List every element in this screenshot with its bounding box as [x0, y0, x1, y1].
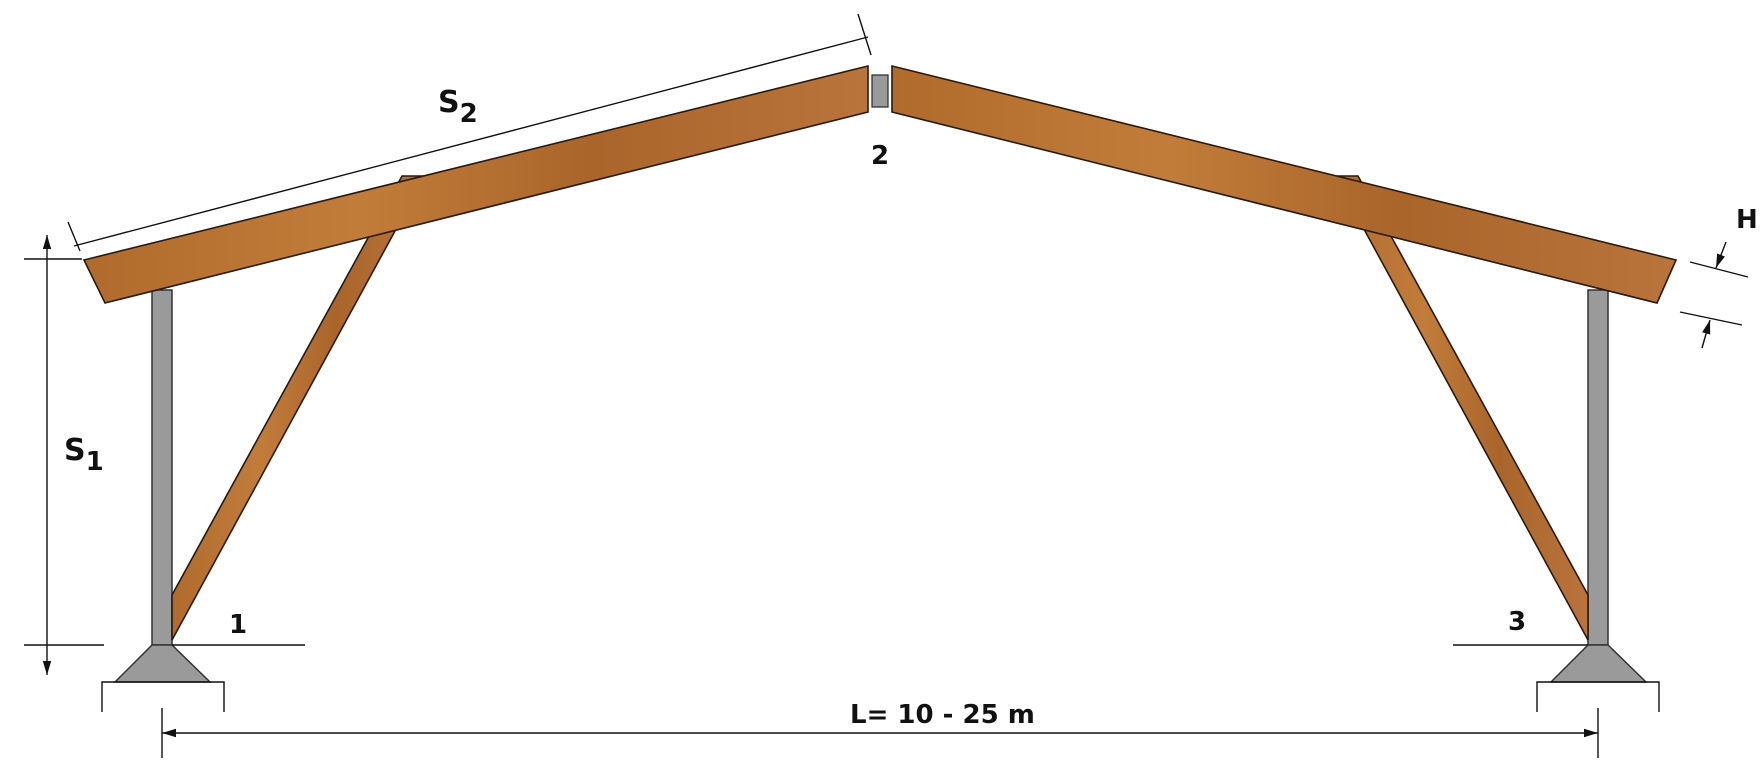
right-rafter — [891, 64, 1678, 304]
h-arrow-bottom — [1701, 319, 1711, 349]
node1-label: 1 — [229, 610, 247, 640]
node2-label: 2 — [871, 141, 889, 171]
right-foundation-outline — [1536, 681, 1660, 712]
s1-label: S1 — [64, 433, 104, 477]
span-label: L= 10 - 25 m — [850, 700, 1035, 730]
ridge-steel-connector — [871, 74, 889, 108]
s2-extension-right — [857, 13, 872, 56]
h-label: H — [1736, 205, 1758, 235]
s2-label: S2 — [438, 85, 478, 129]
s2-dimension-line — [73, 36, 869, 247]
right-column-base — [1549, 644, 1648, 683]
right-steel-column — [1587, 289, 1609, 646]
h-extension-bottom — [1679, 311, 1743, 326]
left-column-base — [113, 644, 212, 683]
node3-label: 3 — [1508, 607, 1526, 637]
left-foundation-outline — [101, 681, 225, 712]
s2-extension-left — [67, 221, 81, 252]
h-extension-top — [1689, 261, 1749, 278]
left-rafter — [82, 64, 869, 304]
h-arrow-top — [1715, 241, 1727, 269]
left-steel-column — [151, 289, 173, 646]
